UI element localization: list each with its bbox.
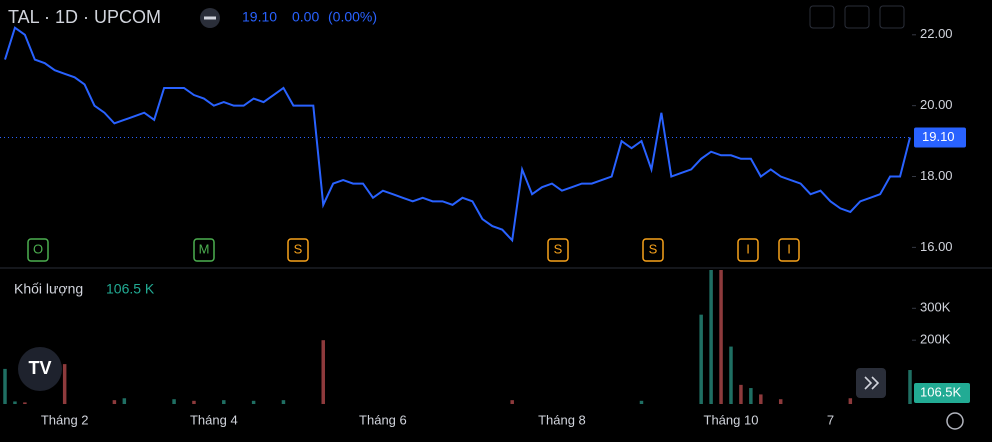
x-tick-label: Tháng 10 — [704, 412, 759, 427]
volume-bar — [639, 400, 644, 404]
volume-title: Khối lượng — [14, 281, 83, 297]
x-tick-label: Tháng 4 — [190, 412, 238, 427]
header-change-pct: (0.00%) — [328, 9, 377, 25]
symbol-title: TAL · 1D · UPCOM — [8, 7, 161, 27]
last-price-badge — [914, 127, 966, 148]
volume-bar — [699, 314, 703, 404]
scroll-icon — [864, 376, 880, 390]
event-marker[interactable] — [642, 238, 664, 262]
y-tick-label: 20.00 — [920, 97, 953, 112]
volume-legend-value: 106.5 K — [106, 281, 155, 297]
event-marker[interactable] — [287, 238, 309, 262]
y-tick-label: 18.00 — [920, 168, 953, 183]
event-label: I — [787, 241, 791, 256]
volume-bar — [749, 388, 753, 404]
volume-last-label: 106.5K — [920, 384, 962, 399]
x-tick-label: Tháng 8 — [538, 412, 586, 427]
x-tick-label: Tháng 6 — [359, 412, 407, 427]
volume-bar — [709, 270, 713, 404]
event-marker[interactable] — [778, 238, 800, 262]
event-label: I — [746, 241, 750, 256]
event-marker[interactable] — [547, 238, 569, 262]
volume-bar — [510, 400, 514, 404]
price-line — [4, 26, 911, 243]
volume-bar — [122, 398, 127, 404]
volume-bar — [729, 346, 733, 404]
volume-bar — [251, 400, 256, 404]
volume-bar — [172, 399, 176, 404]
event-label: S — [554, 241, 563, 256]
logo-mark: TV — [28, 358, 51, 378]
y-tick-label: 16.00 — [920, 239, 953, 254]
tradingview-logo[interactable] — [18, 347, 62, 391]
volume-bar — [62, 364, 67, 404]
y-tick-label: 22.00 — [920, 26, 953, 41]
event-label: M — [199, 241, 210, 256]
event-marker[interactable] — [27, 238, 49, 262]
scroll-down-button[interactable] — [809, 5, 835, 29]
volume-bar — [23, 402, 27, 404]
y-tick-label: 200K — [920, 332, 951, 347]
volume-bar — [281, 400, 286, 404]
header-price: 19.10 — [242, 9, 277, 25]
volume-bar — [759, 394, 763, 404]
event-marker[interactable] — [737, 238, 759, 262]
collapse-button[interactable] — [844, 5, 870, 29]
event-label: S — [294, 241, 303, 256]
x-tick-label: Tháng 2 — [41, 412, 89, 427]
settings-button[interactable] — [946, 412, 964, 430]
header-change: 0.00 — [292, 9, 319, 25]
volume-bar — [3, 368, 7, 404]
hide-icon — [204, 16, 216, 20]
volume-badge — [914, 383, 970, 403]
maximize-button[interactable] — [879, 5, 905, 29]
last-price-label: 19.10 — [922, 129, 955, 144]
event-label: O — [33, 241, 43, 256]
event-marker[interactable] — [193, 238, 215, 262]
volume-bar — [778, 399, 783, 404]
volume-bar — [719, 270, 723, 404]
volume-bar — [222, 400, 226, 404]
volume-bar — [848, 398, 853, 404]
y-tick-label: 300K — [920, 300, 951, 315]
event-label: S — [649, 241, 658, 256]
volume-bar — [739, 384, 743, 404]
volume-bar — [13, 401, 17, 404]
volume-bar — [321, 340, 325, 404]
volume-bar — [908, 370, 912, 404]
volume-bar — [192, 400, 196, 404]
x-tick-label: 7 — [827, 412, 834, 427]
volume-bar — [112, 400, 117, 404]
